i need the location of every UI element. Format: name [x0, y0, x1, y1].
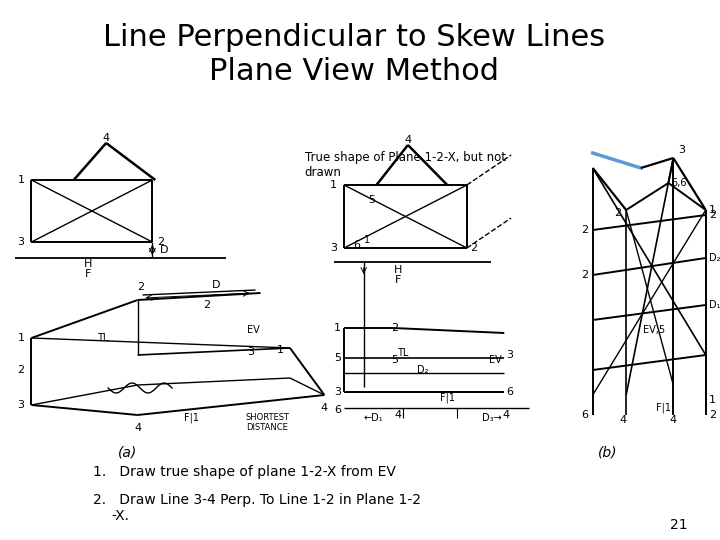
Text: 3: 3 — [247, 347, 254, 357]
Text: 4: 4 — [102, 133, 109, 143]
Text: 1: 1 — [17, 333, 24, 343]
Text: F|1: F|1 — [440, 393, 455, 403]
Text: D: D — [161, 245, 168, 255]
Text: 4: 4 — [405, 135, 412, 145]
Text: SHORTEST: SHORTEST — [246, 414, 289, 422]
Text: EV,5: EV,5 — [644, 325, 665, 335]
Text: 2: 2 — [392, 323, 399, 333]
Text: 4: 4 — [670, 415, 677, 425]
Text: 5: 5 — [368, 195, 375, 205]
Text: 1: 1 — [334, 323, 341, 333]
Text: D: D — [212, 280, 220, 290]
Text: 2: 2 — [580, 225, 588, 235]
Text: (b): (b) — [598, 445, 617, 459]
Text: 1.   Draw true shape of plane 1-2-X from EV: 1. Draw true shape of plane 1-2-X from E… — [94, 465, 396, 479]
Text: 3: 3 — [334, 387, 341, 397]
Text: 1: 1 — [708, 395, 716, 405]
Text: 4: 4 — [503, 410, 510, 420]
Text: 5: 5 — [334, 353, 341, 363]
Text: 3: 3 — [17, 237, 24, 247]
Text: F: F — [395, 275, 401, 285]
Text: 1: 1 — [364, 235, 370, 245]
Text: (a): (a) — [118, 445, 138, 459]
Text: H: H — [84, 259, 93, 269]
Text: 3: 3 — [506, 350, 513, 360]
Text: 2: 2 — [708, 210, 716, 220]
Text: 2: 2 — [203, 300, 210, 310]
Text: 1: 1 — [276, 345, 284, 355]
Text: 6: 6 — [334, 405, 341, 415]
Text: 5,6: 5,6 — [671, 178, 687, 188]
Text: EV: EV — [489, 355, 501, 365]
Text: 2: 2 — [17, 365, 24, 375]
Text: 1: 1 — [17, 175, 24, 185]
Text: 3: 3 — [330, 243, 337, 253]
Text: F|1: F|1 — [184, 413, 199, 423]
Text: drawn: drawn — [305, 166, 341, 179]
Text: TL: TL — [97, 333, 109, 343]
Text: D₃→: D₃→ — [482, 413, 501, 423]
Text: D₁: D₁ — [708, 300, 720, 310]
Text: H: H — [394, 265, 402, 275]
Text: 21: 21 — [670, 518, 688, 532]
Text: 1: 1 — [708, 205, 716, 215]
Text: True shape of Plane 1-2-X, but not: True shape of Plane 1-2-X, but not — [305, 152, 505, 165]
Text: 3: 3 — [17, 400, 24, 410]
Text: 4: 4 — [395, 410, 402, 420]
Text: DISTANCE: DISTANCE — [246, 423, 287, 433]
Text: Plane View Method: Plane View Method — [209, 57, 499, 86]
Text: ←D₁: ←D₁ — [364, 413, 383, 423]
Text: D₂: D₂ — [417, 365, 428, 375]
Text: 4: 4 — [620, 415, 626, 425]
Text: 4: 4 — [321, 403, 328, 413]
Text: Line Perpendicular to Skew Lines: Line Perpendicular to Skew Lines — [103, 24, 605, 52]
Text: 2: 2 — [614, 208, 621, 218]
Text: 2: 2 — [708, 410, 716, 420]
Text: 6: 6 — [354, 240, 361, 250]
Text: 4: 4 — [134, 423, 141, 433]
Text: EV: EV — [247, 325, 260, 335]
Text: 2: 2 — [157, 237, 164, 247]
Text: -X.: -X. — [111, 509, 129, 523]
Text: 2: 2 — [470, 243, 477, 253]
Text: 6: 6 — [581, 410, 588, 420]
Text: F|1: F|1 — [656, 403, 671, 413]
Text: 2: 2 — [580, 270, 588, 280]
Text: F: F — [85, 269, 91, 279]
Text: 2: 2 — [138, 282, 145, 292]
Text: 5: 5 — [392, 355, 399, 365]
Text: 6: 6 — [506, 387, 513, 397]
Text: 1: 1 — [330, 180, 337, 190]
Text: 3: 3 — [678, 145, 685, 155]
Text: D₂: D₂ — [708, 253, 720, 263]
Text: TL: TL — [397, 348, 409, 358]
Text: 2.   Draw Line 3-4 Perp. To Line 1-2 in Plane 1-2: 2. Draw Line 3-4 Perp. To Line 1-2 in Pl… — [94, 493, 421, 507]
